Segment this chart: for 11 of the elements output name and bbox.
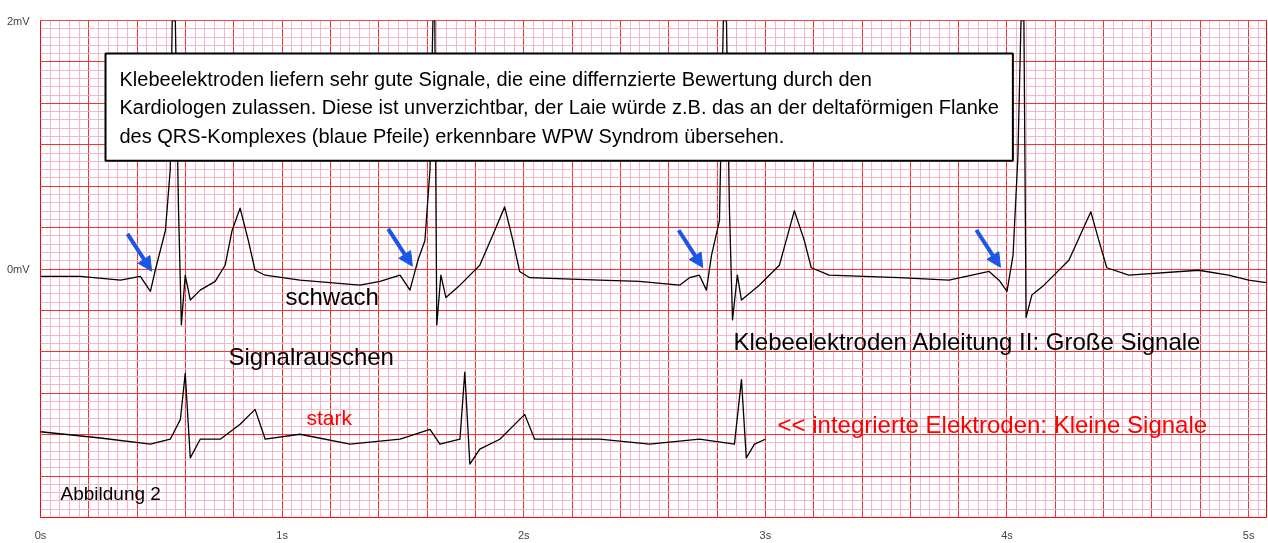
line-series <box>40 371 767 465</box>
annotation: schwach <box>285 283 379 310</box>
y-tick-label: 2mV <box>6 14 31 27</box>
y-tick-label: 0mV <box>6 263 31 275</box>
x-tick-label: 2s <box>517 528 531 541</box>
x-tick-label: 5s <box>1242 528 1255 541</box>
annotation: Klebeelektroden liefern sehr gute Signale, die eine differnzierte Bewertung durch den Kardiologen zulassen. Diese ist unverzichtbar, der Laie würde z.B. das an der deltaförmigen Flanke des QRS-Komplexes (blaue Pfeile) erkennbare WPW Syndrom übersehen. <box>119 67 999 147</box>
x-tick-label: 4s <box>1001 528 1014 541</box>
x-tick-label: 0s <box>34 528 47 541</box>
x-tick-label: 3s <box>759 528 772 541</box>
x-tick-label: 1s <box>276 528 289 541</box>
